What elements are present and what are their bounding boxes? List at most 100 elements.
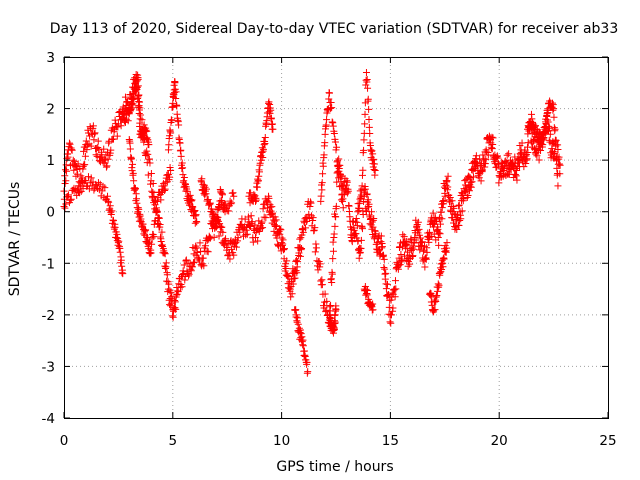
data-point [499, 163, 507, 171]
data-point [455, 202, 463, 210]
data-point [369, 306, 377, 314]
x-tick-label: 20 [491, 433, 508, 449]
data-point [65, 139, 73, 147]
data-point [143, 147, 151, 155]
data-point [362, 68, 370, 76]
data-point [296, 252, 304, 260]
data-point [89, 122, 97, 130]
data-point [265, 194, 273, 202]
data-point [481, 163, 489, 171]
data-point [293, 269, 301, 277]
data-point [204, 195, 212, 203]
data-point [397, 251, 405, 259]
data-point [358, 182, 366, 190]
data-point [250, 193, 258, 201]
data-point [533, 152, 541, 160]
data-point [129, 160, 137, 168]
data-point [359, 166, 367, 174]
data-point [189, 259, 197, 267]
data-point [104, 155, 112, 163]
data-point [68, 146, 76, 154]
data-point [113, 132, 121, 140]
data-point [155, 214, 163, 222]
data-point [62, 161, 70, 169]
data-point [158, 242, 166, 250]
data-point [129, 169, 137, 177]
data-point [330, 129, 338, 137]
data-point [314, 266, 322, 274]
data-point [135, 205, 143, 213]
data-point [383, 280, 391, 288]
data-point [172, 305, 180, 313]
data-point [262, 214, 270, 222]
data-point [180, 261, 188, 269]
y-tick-label: -2 [42, 308, 55, 324]
data-point [206, 199, 214, 207]
data-point [65, 191, 73, 199]
data-point [144, 150, 152, 158]
data-point [179, 171, 187, 179]
data-point [218, 191, 226, 199]
data-point [133, 83, 141, 91]
data-point [535, 156, 543, 164]
data-point [332, 213, 340, 221]
data-point [154, 197, 162, 205]
data-point [193, 249, 201, 257]
data-point [80, 147, 88, 155]
data-point [344, 187, 352, 195]
data-point [257, 219, 265, 227]
data-point [332, 306, 340, 314]
data-point [192, 242, 200, 250]
data-point [513, 176, 521, 184]
data-point [107, 210, 115, 218]
data-point [323, 297, 331, 305]
data-point [433, 292, 441, 300]
data-point [512, 171, 520, 179]
data-point [465, 187, 473, 195]
data-point [368, 156, 376, 164]
data-point [94, 185, 102, 193]
data-point [299, 228, 307, 236]
data-point [168, 312, 176, 320]
data-point [329, 255, 337, 263]
data-point [101, 184, 109, 192]
data-point [155, 214, 163, 222]
data-point [188, 263, 196, 271]
data-point [438, 204, 446, 212]
data-point [161, 186, 169, 194]
data-point [130, 177, 138, 185]
data-point [380, 255, 388, 263]
data-point [522, 159, 530, 167]
data-point [87, 142, 95, 150]
data-point [102, 163, 110, 171]
data-point [325, 95, 333, 103]
data-point [378, 243, 386, 251]
y-tick-label: -4 [42, 411, 55, 427]
data-point [226, 255, 234, 263]
data-point [173, 102, 181, 110]
data-point [236, 228, 244, 236]
data-point [294, 320, 302, 328]
data-point [462, 187, 470, 195]
data-point [370, 160, 378, 168]
data-point [279, 236, 287, 244]
y-axis-label: SDTVAR / TECUs [7, 182, 23, 297]
data-point [436, 220, 444, 228]
data-point [206, 234, 214, 242]
data-point [109, 216, 117, 224]
data-point [259, 153, 267, 161]
data-point [363, 190, 371, 198]
data-point [151, 217, 159, 225]
data-point [247, 212, 255, 220]
data-point [409, 252, 417, 260]
data-point [205, 235, 213, 243]
data-point [134, 82, 142, 90]
data-point [421, 263, 429, 271]
data-point [280, 246, 288, 254]
data-point [365, 116, 373, 124]
data-point [328, 270, 336, 278]
data-point [311, 224, 319, 232]
data-point [186, 259, 194, 267]
data-point [147, 249, 155, 257]
data-point [180, 174, 188, 182]
